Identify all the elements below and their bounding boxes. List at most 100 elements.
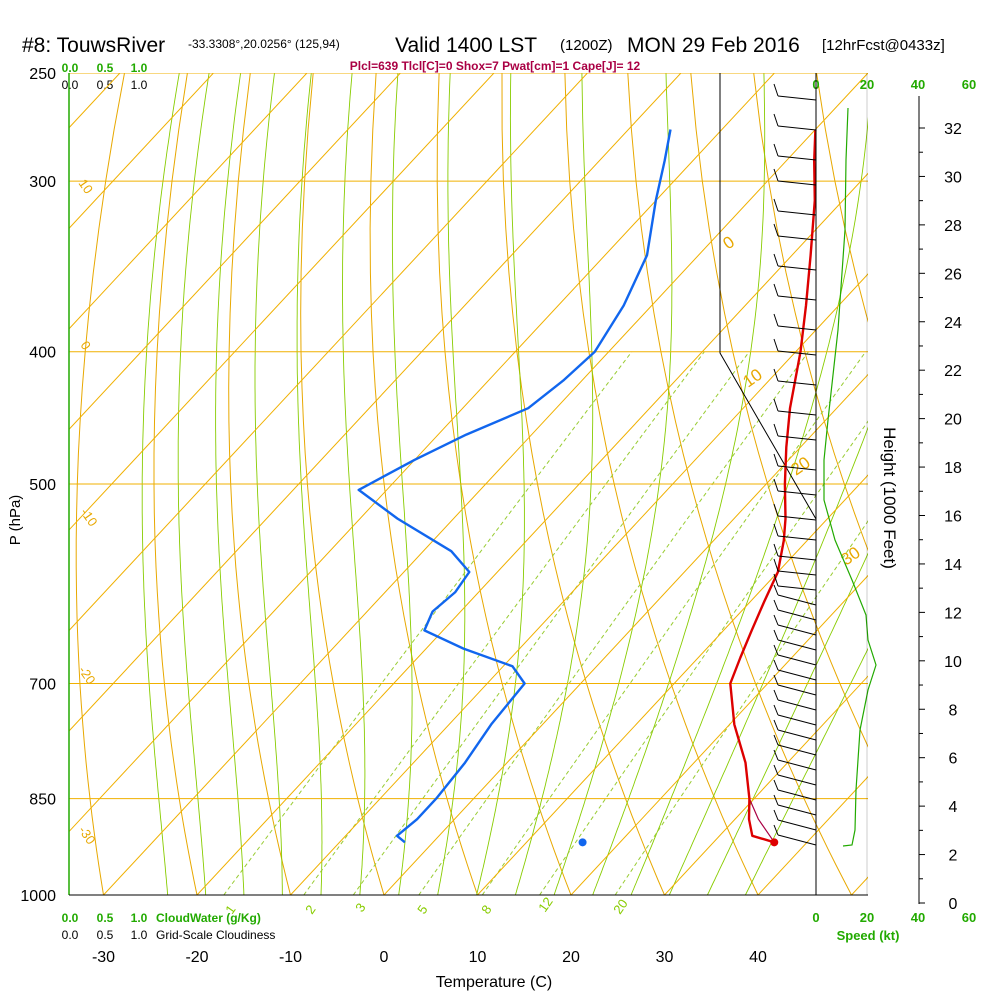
temperature-tick-label: 30	[656, 949, 674, 966]
wind-barb-flag	[773, 719, 779, 731]
isotherm-line	[196, 172, 868, 895]
wind-barb-staff	[777, 325, 817, 331]
temperature-tick-label: -20	[185, 949, 208, 966]
height-tick-label: 20	[944, 412, 962, 429]
pressure-axis: 250 300 400 500 700 850 1000	[20, 66, 56, 905]
wind-barb-staff	[777, 804, 817, 816]
isotherm-line	[850, 876, 868, 895]
temperature-tick-label: 40	[749, 949, 767, 966]
wind-barb-flag	[773, 599, 779, 611]
height-tick-label: 16	[944, 509, 962, 526]
speed-tick-label-bottom: 60	[962, 910, 976, 925]
valid-time: Valid 1400 LST	[395, 34, 537, 57]
wind-barb-staff	[777, 714, 817, 726]
moist-adiabat-line	[215, 73, 245, 895]
moist-adiabat-line	[744, 647, 868, 895]
height-tick-label: 14	[944, 557, 962, 574]
speed-tick-label-bottom: 20	[860, 910, 874, 925]
station-coords: -33.3308°,20.0256° (125,94)	[188, 37, 340, 51]
dewpoint-line	[357, 129, 672, 844]
dry-adiabat-line	[564, 73, 759, 895]
isotherm-label: -10	[78, 505, 101, 529]
pressure-tick-label: 700	[29, 677, 56, 694]
wind-barb-staff	[777, 410, 817, 416]
wind-barb-flag	[773, 398, 779, 412]
height-tick-label: 0	[949, 896, 958, 913]
wind-barb-staff	[777, 609, 817, 621]
wind-barb-flag	[773, 168, 779, 182]
cloud-water-tick-bottom: 0.0	[62, 911, 79, 925]
moist-adiabat-line	[514, 73, 594, 895]
wind-barb-flag	[773, 338, 779, 352]
wind-barb-staff	[777, 729, 817, 741]
dry-adiabats	[75, 0, 1000, 924]
speed-axis-title: Speed (kt)	[837, 928, 900, 943]
wind-barb-flag	[773, 558, 779, 572]
wind-barb-flag	[773, 543, 779, 557]
wind-barb-staff	[777, 295, 817, 301]
pressure-tick-label: 850	[29, 792, 56, 809]
height-tick-label: 6	[949, 751, 958, 768]
mixing-ratio-label: 5	[414, 902, 430, 917]
moist-adiabat-line	[391, 73, 413, 895]
wind-barb-staff	[777, 180, 817, 186]
height-tick-label: 26	[944, 266, 962, 283]
wind-barb-flag	[773, 674, 779, 686]
isotherm-line	[69, 73, 215, 230]
wind-barb-staff	[777, 744, 817, 756]
moist-adiabat-line	[254, 73, 283, 895]
isotherm-line	[289, 273, 868, 895]
wind-barb-flag	[773, 794, 779, 806]
height-tick-label: 18	[944, 460, 962, 477]
moist-adiabats	[141, 73, 868, 895]
wind-barb-staff	[777, 624, 817, 636]
cloud-water-label: CloudWater (g/Kg)	[156, 911, 261, 925]
wind-barb-staff	[777, 380, 817, 386]
pressure-tick-label: 1000	[20, 888, 56, 905]
wind-barb-flag	[773, 283, 779, 297]
height-tick-label: 4	[949, 799, 958, 816]
wind-barb-staff	[777, 639, 817, 651]
height-axis-title: Height (1000 Feet)	[880, 427, 899, 569]
isotherm-line	[69, 73, 682, 732]
wind-barb-staff	[777, 774, 817, 786]
wind-barb-flag	[773, 368, 779, 382]
mixing-ratio-line	[539, 420, 868, 895]
moist-adiabat-line	[141, 73, 180, 895]
temperature-tick-label: 10	[469, 949, 487, 966]
dry-adiabat-line	[300, 73, 385, 895]
wind-barb-flag	[773, 629, 779, 641]
cloud-water-tick-top: 0.0	[62, 61, 79, 75]
mixing-ratio-line	[614, 520, 868, 895]
isotherms	[69, 73, 868, 895]
mixing-ratio-label: 8	[478, 902, 494, 917]
parcel-line	[748, 798, 775, 843]
dry-adiabat-line	[690, 73, 868, 748]
mixing-ratio-line	[303, 351, 705, 895]
cloudiness-tick-top: 0.5	[97, 78, 114, 92]
surface-dewpoint-dot	[578, 838, 587, 847]
y-axis-title: P (hPa)	[7, 495, 24, 546]
wind-barb-flag	[773, 423, 779, 437]
cloudiness-tick-bottom: 0.0	[62, 928, 79, 942]
wind-barb-staff	[777, 594, 817, 606]
wind-barb-staff	[777, 515, 817, 521]
wind-speed-line	[823, 107, 877, 847]
mixing-ratio-label: 2	[302, 902, 318, 917]
wind-barb-flag	[773, 503, 779, 517]
temperature-tick-label: -30	[92, 949, 115, 966]
wind-barb-flag	[773, 523, 779, 537]
dry-adiabat-line	[369, 73, 479, 895]
wind-barb-flag	[773, 809, 779, 821]
wind-barb-flag	[773, 779, 779, 791]
sounding-params: Plcl=639 Tlcl[C]=0 Shox=7 Pwat[cm]=1 Cap…	[350, 59, 641, 73]
speed-axis: 0 0 20 20 40 40 60 60 Speed (kt)	[812, 73, 976, 943]
moist-adiabat-line	[592, 73, 766, 895]
moist-adiabat-line	[668, 426, 868, 895]
moist-adiabat-line	[437, 73, 466, 895]
surface-temperature-dot	[770, 838, 779, 847]
dry-adiabat-line	[980, 0, 1000, 924]
wind-barb-staff	[777, 490, 817, 496]
